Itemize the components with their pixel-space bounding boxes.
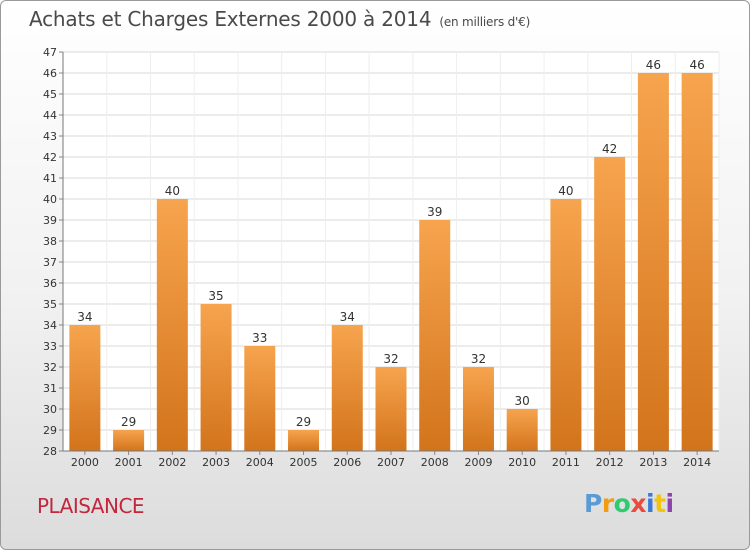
data-label: 34 xyxy=(77,310,92,324)
bar xyxy=(550,199,582,451)
x-tick-label: 2002 xyxy=(158,456,186,469)
x-tick-label: 2003 xyxy=(202,456,230,469)
y-tick-label: 40 xyxy=(43,193,57,206)
bar xyxy=(681,73,713,451)
y-tick-label: 37 xyxy=(43,256,57,269)
bar xyxy=(288,430,320,451)
bar xyxy=(244,346,276,451)
place-name: PLAISANCE xyxy=(37,494,145,518)
x-tick-label: 2013 xyxy=(639,456,667,469)
y-tick-label: 46 xyxy=(43,67,57,80)
logo-letter: o xyxy=(613,489,631,518)
x-tick-label: 2007 xyxy=(377,456,405,469)
bar xyxy=(69,325,101,451)
y-tick-label: 34 xyxy=(43,319,57,332)
y-tick-label: 47 xyxy=(43,46,57,59)
logo-letter: r xyxy=(601,489,614,518)
bar xyxy=(156,199,188,451)
x-tick-label: 2011 xyxy=(552,456,580,469)
logo-letter: t xyxy=(654,489,666,518)
y-tick-label: 41 xyxy=(43,172,57,185)
data-label: 35 xyxy=(208,289,223,303)
x-tick-label: 2014 xyxy=(683,456,711,469)
data-label: 40 xyxy=(558,184,573,198)
logo-letter: P xyxy=(584,489,602,518)
x-tick-label: 2009 xyxy=(464,456,492,469)
y-tick-label: 33 xyxy=(43,340,57,353)
y-tick-label: 43 xyxy=(43,130,57,143)
data-label: 40 xyxy=(165,184,180,198)
y-tick-label: 29 xyxy=(43,424,57,437)
y-tick-label: 38 xyxy=(43,235,57,248)
data-label: 42 xyxy=(602,142,617,156)
data-label: 32 xyxy=(383,352,398,366)
data-label: 46 xyxy=(646,58,661,72)
y-tick-label: 39 xyxy=(43,214,57,227)
bar xyxy=(375,367,407,451)
data-label: 32 xyxy=(471,352,486,366)
x-tick-label: 2005 xyxy=(290,456,318,469)
chart-subtitle: (en milliers d'€) xyxy=(439,15,531,29)
x-tick-label: 2006 xyxy=(333,456,361,469)
y-tick-label: 32 xyxy=(43,361,57,374)
y-tick-label: 31 xyxy=(43,382,57,395)
logo-letter: x xyxy=(630,489,646,518)
y-tick-label: 35 xyxy=(43,298,57,311)
proxiti-logo: Proxiti xyxy=(584,489,674,518)
logo-letter: i xyxy=(665,489,675,518)
x-tick-label: 2008 xyxy=(421,456,449,469)
x-tick-label: 2001 xyxy=(115,456,143,469)
bar xyxy=(419,220,451,451)
y-tick-label: 45 xyxy=(43,88,57,101)
logo-letter: i xyxy=(646,489,655,518)
chart-title: Achats et Charges Externes 2000 à 2014 (e… xyxy=(29,7,530,31)
x-tick-label: 2012 xyxy=(596,456,624,469)
bar xyxy=(331,325,363,451)
data-label: 46 xyxy=(689,58,704,72)
data-label: 30 xyxy=(515,394,530,408)
data-label: 39 xyxy=(427,205,442,219)
data-label: 29 xyxy=(121,415,136,429)
bar xyxy=(637,73,669,451)
bar xyxy=(113,430,145,451)
bar xyxy=(594,157,626,451)
data-label: 34 xyxy=(340,310,355,324)
data-label: 29 xyxy=(296,415,311,429)
y-tick-label: 30 xyxy=(43,403,57,416)
x-tick-label: 2010 xyxy=(508,456,536,469)
y-tick-label: 36 xyxy=(43,277,57,290)
title-text: Achats et Charges Externes 2000 à 2014 xyxy=(29,7,432,31)
bar xyxy=(462,367,494,451)
x-tick-label: 2000 xyxy=(71,456,99,469)
y-tick-label: 44 xyxy=(43,109,57,122)
y-tick-label: 28 xyxy=(43,445,57,458)
bar xyxy=(506,409,538,451)
data-label: 33 xyxy=(252,331,267,345)
x-tick-label: 2004 xyxy=(246,456,274,469)
y-tick-label: 42 xyxy=(43,151,57,164)
bar xyxy=(200,304,232,451)
